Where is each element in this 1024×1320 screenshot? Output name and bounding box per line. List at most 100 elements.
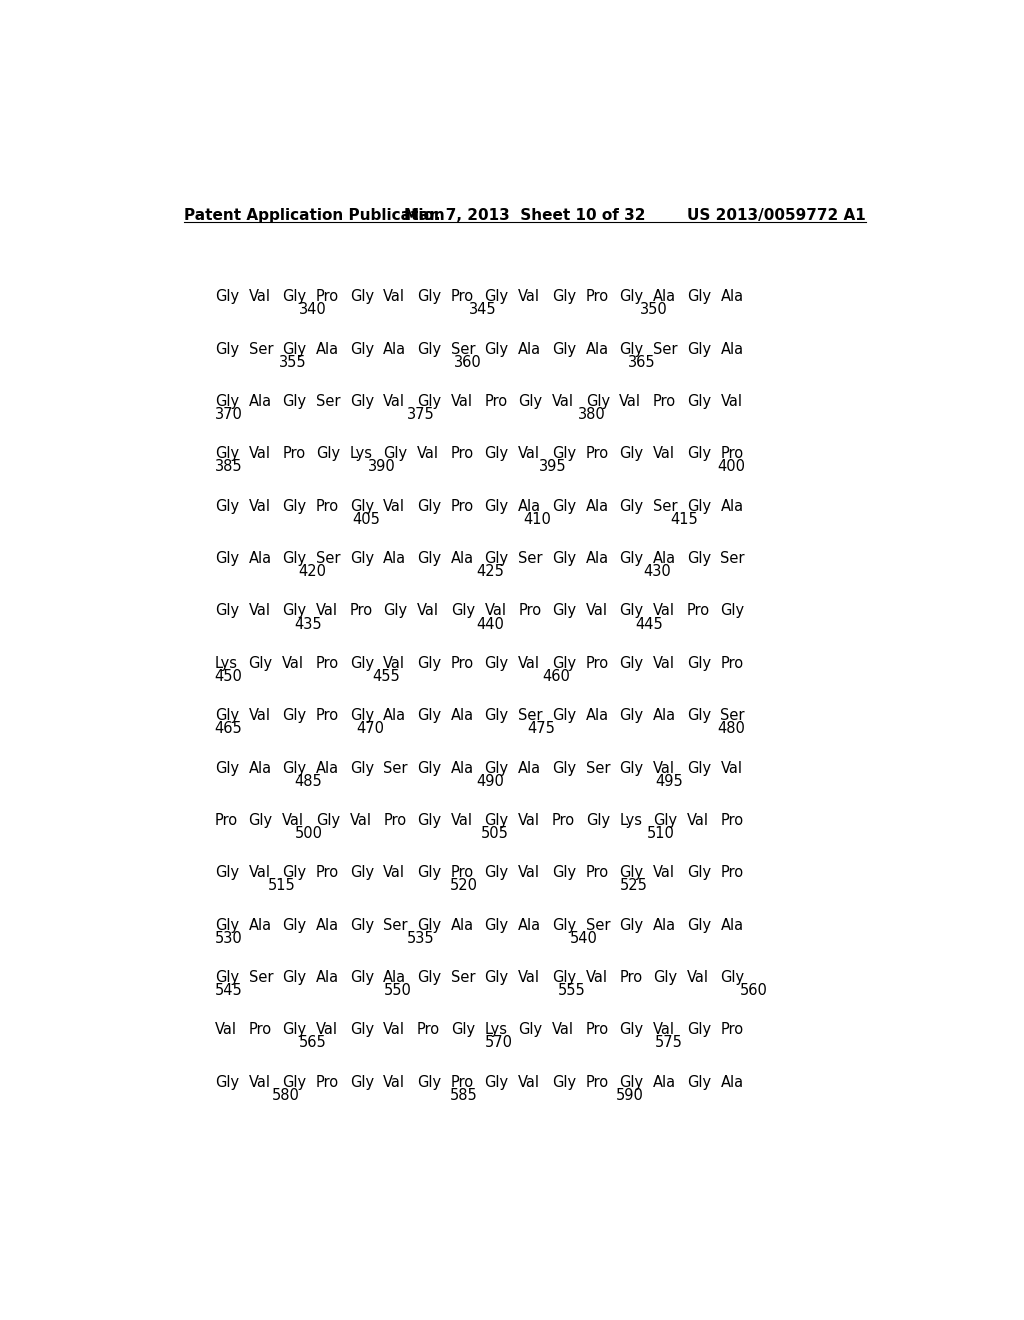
Text: Gly: Gly [417,813,441,828]
Text: 475: 475 [527,721,555,737]
Text: Gly: Gly [417,342,441,356]
Text: Patent Application Publication: Patent Application Publication [183,209,444,223]
Text: Pro: Pro [586,289,608,305]
Text: Gly: Gly [687,708,711,723]
Text: Gly: Gly [620,760,643,776]
Text: Gly: Gly [283,917,306,933]
Text: Gly: Gly [552,917,577,933]
Text: Ser: Ser [721,708,745,723]
Text: Gly: Gly [620,866,643,880]
Text: Val: Val [383,1022,406,1038]
Text: US 2013/0059772 A1: US 2013/0059772 A1 [687,209,866,223]
Text: 590: 590 [616,1088,644,1102]
Text: Gly: Gly [215,552,239,566]
Text: 465: 465 [215,721,243,737]
Text: Pro: Pro [620,970,642,985]
Text: Gly: Gly [620,917,643,933]
Text: Ala: Ala [586,342,608,356]
Text: 485: 485 [295,774,323,788]
Text: Gly: Gly [215,1074,239,1090]
Text: Ser: Ser [653,499,678,513]
Text: Pro: Pro [451,656,474,671]
Text: 355: 355 [280,355,307,370]
Text: Pro: Pro [653,395,676,409]
Text: Val: Val [518,813,541,828]
Text: Pro: Pro [586,1022,608,1038]
Text: Ala: Ala [451,760,474,776]
Text: Gly: Gly [687,1074,711,1090]
Text: 495: 495 [655,774,683,788]
Text: Gly: Gly [620,446,643,462]
Text: Ser: Ser [316,395,340,409]
Text: Val: Val [518,446,541,462]
Text: Val: Val [552,395,573,409]
Text: 565: 565 [299,1035,327,1051]
Text: Gly: Gly [687,342,711,356]
Text: Gly: Gly [620,499,643,513]
Text: Gly: Gly [349,866,374,880]
Text: Gly: Gly [586,395,609,409]
Text: 350: 350 [640,302,668,317]
Text: Ser: Ser [316,552,340,566]
Text: Gly: Gly [417,917,441,933]
Text: Val: Val [653,760,675,776]
Text: Gly: Gly [484,760,509,776]
Text: Gly: Gly [484,446,509,462]
Text: Gly: Gly [283,395,306,409]
Text: Ser: Ser [451,342,475,356]
Text: Gly: Gly [383,603,408,619]
Text: 415: 415 [671,512,698,527]
Text: Gly: Gly [620,552,643,566]
Text: Gly: Gly [484,342,509,356]
Text: Gly: Gly [518,1022,543,1038]
Text: Gly: Gly [620,1074,643,1090]
Text: Gly: Gly [687,552,711,566]
Text: Gly: Gly [283,603,306,619]
Text: Val: Val [451,813,473,828]
Text: Lys: Lys [215,656,238,671]
Text: 400: 400 [717,459,745,474]
Text: Pro: Pro [518,603,542,619]
Text: Pro: Pro [721,866,743,880]
Text: Ala: Ala [721,499,743,513]
Text: 375: 375 [407,407,435,422]
Text: Pro: Pro [552,813,575,828]
Text: Pro: Pro [586,656,608,671]
Text: 390: 390 [369,459,396,474]
Text: Val: Val [687,970,709,985]
Text: Pro: Pro [349,603,373,619]
Text: Val: Val [316,1022,338,1038]
Text: Val: Val [653,656,675,671]
Text: Gly: Gly [349,499,374,513]
Text: 455: 455 [372,669,400,684]
Text: Gly: Gly [417,499,441,513]
Text: Mar. 7, 2013  Sheet 10 of 32: Mar. 7, 2013 Sheet 10 of 32 [404,209,645,223]
Text: Gly: Gly [349,1022,374,1038]
Text: Gly: Gly [620,1022,643,1038]
Text: Ser: Ser [586,760,610,776]
Text: Pro: Pro [316,499,339,513]
Text: Ala: Ala [586,708,608,723]
Text: Val: Val [283,656,304,671]
Text: Ala: Ala [518,342,542,356]
Text: Gly: Gly [620,708,643,723]
Text: Lys: Lys [349,446,373,462]
Text: Pro: Pro [721,446,743,462]
Text: Ala: Ala [316,342,339,356]
Text: Val: Val [249,866,270,880]
Text: Gly: Gly [283,552,306,566]
Text: Ser: Ser [653,342,678,356]
Text: Gly: Gly [620,342,643,356]
Text: Ser: Ser [586,917,610,933]
Text: Gly: Gly [552,970,577,985]
Text: Ala: Ala [518,760,542,776]
Text: Ser: Ser [451,970,475,985]
Text: 500: 500 [295,826,323,841]
Text: Gly: Gly [215,866,239,880]
Text: 395: 395 [539,459,566,474]
Text: Gly: Gly [484,499,509,513]
Text: Val: Val [653,603,675,619]
Text: Gly: Gly [721,603,744,619]
Text: Gly: Gly [552,289,577,305]
Text: Gly: Gly [552,552,577,566]
